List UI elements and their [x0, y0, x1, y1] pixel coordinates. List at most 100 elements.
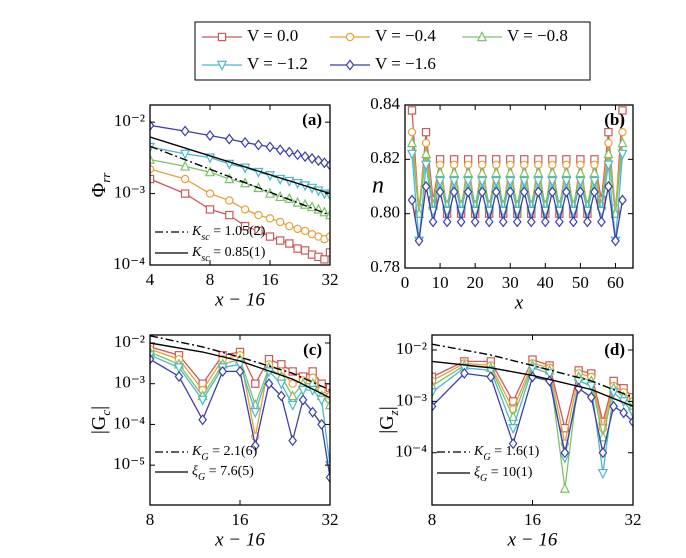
marker	[421, 138, 431, 148]
marker	[197, 395, 208, 406]
legend-label: V = −1.2	[247, 54, 308, 73]
legend-label: V = 0.0	[247, 26, 298, 45]
marker	[276, 390, 286, 402]
fit-subscript: G	[201, 452, 208, 463]
marker	[463, 166, 474, 178]
marker	[617, 137, 628, 148]
x-tick-label: 60	[607, 273, 624, 292]
marker	[498, 216, 508, 228]
marker	[235, 365, 245, 378]
fit-text: = 2.1(6)	[209, 444, 258, 459]
x-axis-label: x − 16	[214, 529, 265, 550]
marker	[519, 186, 529, 198]
y-axis-label-part: c	[98, 410, 113, 416]
y-axis-label-part: rr	[98, 172, 113, 183]
marker	[597, 468, 608, 480]
marker	[583, 216, 592, 228]
marker	[618, 127, 627, 137]
fit-subscript: G	[480, 473, 487, 484]
marker	[561, 166, 572, 178]
y-axis-label-part: |G	[376, 415, 398, 433]
marker	[275, 217, 285, 227]
x-tick-label: 4	[146, 270, 155, 289]
fit-legend-label: ξG = 10(1)	[474, 465, 533, 484]
y-axis-label-part: z	[386, 410, 401, 416]
marker	[316, 395, 327, 406]
marker	[298, 394, 308, 406]
legend-label: V = −1.6	[375, 54, 436, 73]
marker	[533, 176, 544, 188]
x-tick-label: 32	[322, 510, 339, 529]
x-tick-label: 16	[232, 510, 249, 529]
fit-subscript: G	[198, 472, 205, 483]
marker	[627, 408, 633, 419]
marker	[205, 205, 215, 214]
fit-line	[150, 335, 330, 391]
marker	[224, 133, 234, 145]
marker	[604, 180, 613, 193]
x-tick-label: 8	[146, 510, 155, 529]
marker	[276, 379, 287, 390]
marker	[150, 174, 155, 184]
marker	[240, 221, 250, 231]
marker	[519, 166, 530, 178]
marker	[251, 379, 260, 388]
fit-text: = 0.85(1)	[210, 245, 266, 260]
marker	[198, 414, 208, 426]
marker	[217, 32, 227, 42]
marker	[519, 176, 530, 188]
marker	[293, 149, 302, 161]
axes-frame	[404, 104, 634, 269]
marker	[150, 353, 155, 365]
marker	[603, 160, 614, 171]
marker	[150, 153, 156, 164]
marker	[293, 224, 302, 234]
marker	[216, 60, 228, 71]
marker	[589, 166, 600, 178]
marker	[604, 138, 613, 148]
legend-label: V = −0.8	[507, 26, 568, 45]
marker	[618, 194, 627, 206]
marker	[554, 216, 564, 228]
y-axis-label-part: |G	[88, 416, 110, 434]
marker	[284, 146, 294, 158]
marker	[287, 400, 298, 411]
marker	[204, 166, 216, 177]
marker	[324, 209, 330, 220]
fit-line	[150, 136, 330, 195]
marker	[547, 176, 558, 188]
fit-legend-label: ξG = 7.6(5)	[192, 464, 254, 483]
marker	[432, 372, 437, 382]
marker	[420, 147, 432, 159]
marker	[180, 149, 191, 160]
x-tick-label: 8	[206, 270, 215, 289]
marker	[428, 216, 438, 228]
panel-label: (d)	[604, 340, 625, 359]
marker	[180, 125, 190, 137]
marker	[307, 152, 317, 165]
x-tick-label: 32	[625, 510, 642, 529]
marker	[180, 160, 191, 171]
axes-frame	[149, 104, 331, 266]
legend-box	[194, 21, 591, 81]
marker	[527, 363, 538, 374]
x-tick-label: 16	[524, 510, 541, 529]
marker	[414, 235, 424, 247]
marker	[597, 431, 608, 442]
y-tick-label: 10⁻³	[396, 390, 427, 409]
marker	[477, 166, 488, 178]
marker	[476, 31, 488, 42]
y-axis-label-part: |	[88, 406, 110, 410]
marker	[540, 216, 550, 228]
fit-line	[150, 145, 330, 216]
marker	[288, 379, 297, 388]
marker	[345, 32, 355, 42]
fit-text: = 1.6(1)	[491, 444, 540, 459]
marker	[225, 210, 234, 220]
marker	[320, 255, 329, 264]
axes-frame	[149, 334, 331, 506]
marker	[240, 205, 250, 214]
marker	[300, 246, 310, 255]
fit-text: = 1.05(2)	[210, 224, 266, 239]
marker	[449, 176, 460, 188]
